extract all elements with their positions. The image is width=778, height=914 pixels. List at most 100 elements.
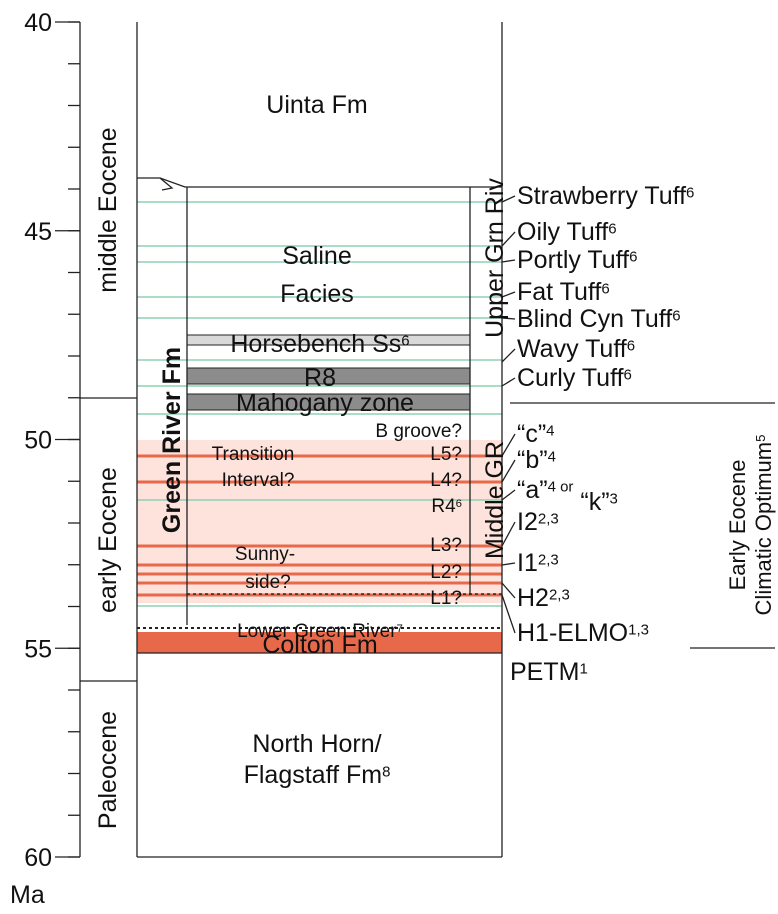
text-part: I2 — [517, 508, 538, 536]
superscript: 2,3 — [549, 586, 570, 603]
text-part: Oily Tuff — [517, 218, 608, 246]
superscript: 3 — [610, 490, 618, 507]
text-part: H1-ELMO — [517, 619, 628, 647]
column-label: Interval? — [222, 470, 295, 491]
text-part: H2 — [517, 584, 549, 612]
column-label: R46 — [431, 496, 462, 517]
text-part: Green River Fm — [158, 347, 186, 533]
text-part: PETM — [510, 658, 579, 686]
epoch-label: Paleocene — [94, 711, 122, 829]
leader-line — [501, 433, 516, 457]
eeco-label: Early Eocene — [725, 460, 750, 591]
marker-label: H22,3 — [517, 584, 570, 612]
text-part: Transition — [212, 444, 295, 465]
marker-label: “a”4 or “k”3 — [517, 476, 618, 516]
column-label: R8 — [304, 364, 336, 392]
text-part: Strawberry Tuff — [517, 182, 686, 210]
text-part: “a” — [517, 476, 548, 504]
superscript: 6 — [601, 280, 609, 297]
text-part: Early Eocene — [725, 460, 750, 591]
text-part: Blind Cyn Tuff — [517, 305, 672, 333]
marker-label: “b”4 — [517, 446, 556, 474]
superscript: 6 — [686, 184, 694, 201]
column-label: Saline — [282, 242, 352, 270]
tick-label: 40 — [24, 9, 52, 37]
column-label: Mahogany zone — [236, 389, 414, 417]
marker-label: Curly Tuff6 — [517, 364, 632, 392]
text-part: “c” — [517, 420, 546, 448]
leader-line — [501, 195, 516, 203]
marker-label: Oily Tuff6 — [517, 218, 617, 246]
leader-line — [501, 562, 516, 566]
text-part: Fat Tuff — [517, 278, 601, 306]
column-label: side? — [245, 572, 290, 593]
leader-line — [501, 594, 516, 634]
leader-line — [501, 259, 516, 263]
superscript: 6 — [456, 498, 462, 510]
superscript: 4 — [548, 448, 556, 465]
superscript: 6 — [624, 366, 632, 383]
marker-label: PETM1 — [510, 658, 588, 686]
text-part: Uinta Fm — [266, 91, 367, 119]
text-part: B groove? — [375, 421, 462, 442]
pink-interval — [137, 440, 502, 603]
text-part: L3? — [430, 535, 462, 556]
tick-label: 55 — [24, 635, 52, 663]
column-label: Sunny- — [235, 544, 295, 565]
text-part: Lower Green River — [237, 621, 397, 642]
text-part: Horsebench Ss — [230, 330, 401, 358]
marker-label: I12,3 — [517, 549, 559, 577]
text-part: Middle GR — [481, 441, 509, 559]
superscript: 4 or — [548, 478, 574, 495]
marker-label: H1-ELMO1,3 — [517, 619, 649, 647]
tick-label: 50 — [24, 427, 52, 455]
text-part: L4? — [430, 470, 462, 491]
leader-line — [501, 231, 516, 247]
marker-label: Fat Tuff6 — [517, 278, 610, 306]
column-label: L5? — [430, 444, 462, 465]
leader-line — [501, 377, 516, 387]
colton-band — [137, 632, 502, 653]
superscript: 5 — [753, 435, 768, 442]
superscript: 6 — [629, 248, 637, 265]
marker-label: Strawberry Tuff6 — [517, 182, 694, 210]
leader-line — [501, 291, 516, 298]
text-part: Upper Grn Riv — [481, 178, 509, 338]
superscript: 6 — [401, 332, 409, 349]
superscript: 8 — [382, 763, 390, 780]
leader-line — [501, 582, 516, 599]
column-label: Green River Fm — [158, 347, 186, 533]
superscript: 4 — [546, 422, 554, 439]
time-axis: 40 45 50 55 60 — [24, 9, 81, 872]
tuff-lines — [137, 201, 502, 607]
marker-label: I22,3 — [517, 508, 559, 536]
text-part: L2? — [430, 562, 462, 583]
column-lines — [80, 22, 775, 858]
orange-lines — [137, 454, 502, 597]
leader-lines — [501, 195, 516, 634]
text-part: side? — [245, 572, 290, 593]
superscript: 7 — [397, 623, 403, 635]
text-part: R4 — [431, 496, 456, 517]
marker-label: Portly Tuff6 — [517, 246, 637, 274]
column-label: Colton Fm — [262, 631, 377, 659]
marker-label: Blind Cyn Tuff6 — [517, 305, 681, 333]
tick-label: 60 — [24, 844, 52, 872]
text-part: Curly Tuff — [517, 364, 624, 392]
text-part: Saline — [282, 242, 352, 270]
column-label: Upper Grn Riv — [481, 178, 509, 338]
column-label: Horsebench Ss6 — [230, 330, 409, 358]
text-part: “k” — [573, 488, 609, 516]
axis-unit: Ma — [10, 881, 45, 909]
text-part: Sunny- — [235, 544, 295, 565]
leader-line — [501, 521, 516, 547]
column-label: L2? — [430, 562, 462, 583]
column-label: Middle GR — [481, 441, 509, 559]
text-part: North Horn/ — [252, 730, 381, 758]
superscript: 6 — [608, 220, 616, 237]
superscript: 1 — [579, 660, 587, 677]
column-label: Facies — [280, 280, 354, 308]
text-part: Interval? — [222, 470, 295, 491]
column-label: Flagstaff Fm8 — [244, 761, 391, 789]
